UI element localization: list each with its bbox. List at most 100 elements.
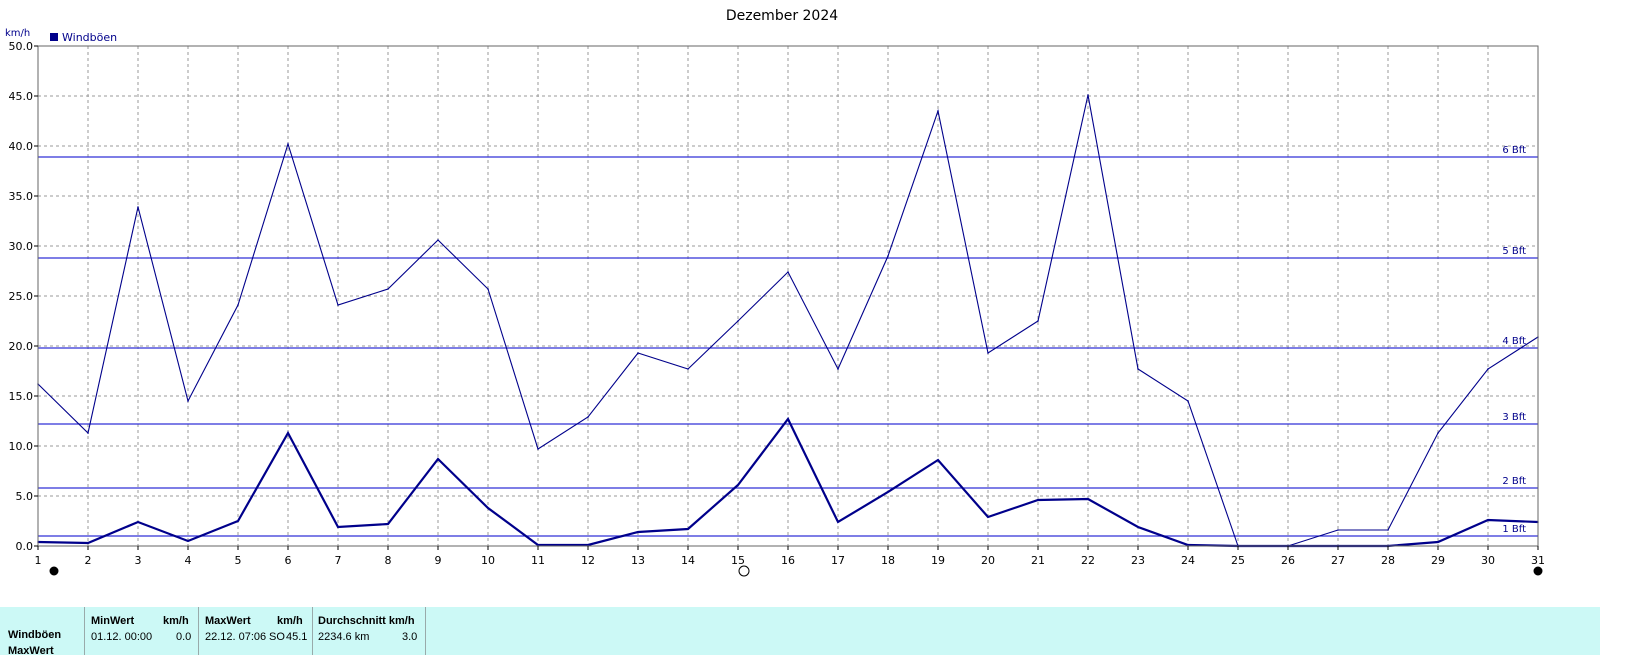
- y-tick-label: 35.0: [9, 190, 34, 203]
- x-tick-label: 18: [881, 554, 895, 567]
- x-tick-label: 22: [1081, 554, 1095, 567]
- data-point: [887, 491, 889, 493]
- data-point: [387, 288, 389, 290]
- chart: Dezember 2024 km/h Windböen 1 Bft 2 Bft 3 …: [5, 8, 1546, 577]
- data-point: [187, 400, 189, 402]
- data-point: [237, 520, 239, 522]
- data-point: [1387, 529, 1389, 531]
- data-point: [337, 304, 339, 306]
- y-tick-label: 5.0: [16, 490, 34, 503]
- column-divider: [198, 607, 199, 655]
- x-tick-label: 9: [435, 554, 442, 567]
- data-point: [937, 110, 939, 112]
- avg-distance: 2234.6 km: [318, 631, 370, 643]
- data-point: [1337, 529, 1339, 531]
- stats-panel: Windböen MaxWert MinWert km/h 01.12. 00:…: [0, 607, 1600, 657]
- min-value: 0.0: [176, 631, 192, 643]
- data-point: [837, 368, 839, 370]
- x-tick-label: 30: [1481, 554, 1495, 567]
- data-point: [987, 516, 989, 518]
- data-point: [1137, 368, 1139, 370]
- legend-label: Windböen: [62, 31, 117, 44]
- data-point: [1187, 400, 1189, 402]
- full-moon-icon: [738, 565, 750, 577]
- x-tick-label: 20: [981, 554, 995, 567]
- new-moon-icon: [1533, 566, 1543, 576]
- x-tick-label: 11: [531, 554, 545, 567]
- data-point: [437, 239, 439, 241]
- data-point: [537, 448, 539, 450]
- data-point: [787, 271, 789, 273]
- x-tick-label: 14: [681, 554, 695, 567]
- row-label-windboeen: Windböen: [8, 629, 62, 641]
- x-tick-label: 1: [35, 554, 42, 567]
- x-tick-label: 23: [1131, 554, 1145, 567]
- data-point: [637, 352, 639, 354]
- y-tick-label: 25.0: [9, 290, 34, 303]
- data-point: [1437, 432, 1439, 434]
- x-tick-label: 17: [831, 554, 845, 567]
- y-tick-label: 45.0: [9, 90, 34, 103]
- data-point: [1137, 526, 1139, 528]
- bft-label: 6 Bft: [1502, 145, 1526, 156]
- row-label-maxwert: MaxWert: [8, 645, 54, 657]
- data-point: [587, 416, 589, 418]
- data-point: [1487, 519, 1489, 521]
- x-tick-label: 8: [385, 554, 392, 567]
- x-tick-label: 3: [135, 554, 142, 567]
- data-point: [487, 288, 489, 290]
- data-point: [387, 523, 389, 525]
- data-point: [87, 432, 89, 434]
- x-tick-label: 28: [1381, 554, 1395, 567]
- data-point: [987, 352, 989, 354]
- data-point: [137, 206, 139, 208]
- axes: 0.0 5.0 10.0 15.0 20.0 25.0 30.0 35.0 40.0 45.0 50…: [9, 40, 1546, 567]
- y-tick-label: 40.0: [9, 140, 34, 153]
- data-point: [137, 521, 139, 523]
- max-time: 22.12. 07:06: [205, 631, 267, 643]
- bft-label: 5 Bft: [1502, 246, 1526, 257]
- data-point: [1087, 94, 1089, 96]
- column-divider: [312, 607, 313, 655]
- data-point: [1487, 368, 1489, 370]
- bft-label: 4 Bft: [1502, 336, 1526, 347]
- data-point: [237, 304, 239, 306]
- min-time: 01.12. 00:00: [91, 631, 153, 643]
- y-axis-unit: km/h: [5, 28, 30, 39]
- data-point: [687, 368, 689, 370]
- avg-value: 3.0: [402, 631, 418, 643]
- x-tick-label: 5: [235, 554, 242, 567]
- x-tick-label: 26: [1281, 554, 1295, 567]
- x-tick-label: 27: [1331, 554, 1345, 567]
- chart-title: Dezember 2024: [726, 8, 838, 24]
- column-divider: [425, 607, 426, 655]
- y-tick-label: 30.0: [9, 240, 34, 253]
- bft-label: 1 Bft: [1502, 524, 1526, 535]
- y-tick-label: 50.0: [9, 40, 34, 53]
- data-point: [1437, 541, 1439, 543]
- moon-phases: [49, 565, 1543, 577]
- new-moon-icon: [49, 566, 59, 576]
- max-unit: km/h: [277, 615, 303, 627]
- x-tick-label: 29: [1431, 554, 1445, 567]
- x-tick-label: 21: [1031, 554, 1045, 567]
- data-point: [737, 484, 739, 486]
- x-tick-label: 16: [781, 554, 795, 567]
- data-point: [887, 255, 889, 257]
- data-point: [487, 507, 489, 509]
- x-tick-label: 13: [631, 554, 645, 567]
- x-tick-label: 2: [85, 554, 92, 567]
- data-point: [837, 521, 839, 523]
- data-point: [737, 320, 739, 322]
- min-unit: km/h: [163, 615, 189, 627]
- x-tick-label: 25: [1231, 554, 1245, 567]
- x-tick-label: 6: [285, 554, 292, 567]
- min-header: MinWert: [91, 615, 135, 627]
- data-point: [587, 544, 589, 546]
- x-tick-label: 4: [185, 554, 192, 567]
- data-point: [87, 542, 89, 544]
- x-tick-label: 12: [581, 554, 595, 567]
- bft-label: 2 Bft: [1502, 476, 1526, 487]
- data-point: [287, 143, 289, 145]
- x-tick-label: 10: [481, 554, 495, 567]
